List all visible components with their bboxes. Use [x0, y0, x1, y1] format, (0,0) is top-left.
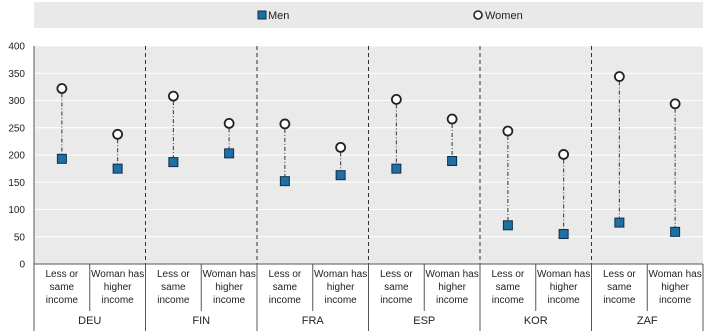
women-point	[56, 83, 68, 94]
women-point	[558, 149, 570, 160]
x-category-label: Less or same income	[157, 269, 190, 306]
y-tick-label: 300	[8, 96, 25, 107]
x-category-label: Woman has higher income	[91, 269, 144, 306]
men-point	[614, 217, 625, 228]
men-point	[168, 157, 179, 168]
men-point	[447, 155, 458, 166]
women-point	[167, 90, 179, 102]
country-label: FRA	[302, 315, 325, 327]
y-tick-label: 350	[8, 69, 25, 80]
data-marks	[56, 71, 681, 240]
y-tick-label: 100	[8, 205, 25, 216]
country-label: FIN	[192, 315, 210, 327]
men-point	[224, 148, 235, 159]
women-point	[502, 125, 514, 137]
y-tick-label: 250	[8, 123, 25, 134]
x-category-label: Less or same income	[45, 269, 78, 306]
women-point	[335, 141, 347, 153]
legend-band	[34, 2, 703, 28]
women-point	[279, 118, 291, 130]
y-tick-label: 200	[8, 151, 25, 162]
men-point	[335, 170, 346, 181]
men-point	[112, 163, 123, 174]
y-tick-label: 0	[19, 260, 25, 271]
x-category-label: Less or same income	[380, 269, 413, 306]
country-label: DEU	[78, 315, 101, 327]
y-tick-label: 50	[14, 232, 26, 243]
men-point	[391, 163, 402, 174]
men-point	[558, 229, 569, 240]
x-category-label: Woman has higher income	[314, 269, 367, 306]
women-point	[112, 128, 124, 140]
x-category-label: Less or same income	[603, 269, 636, 306]
x-category-label: Woman has higher income	[426, 269, 479, 306]
y-tick-label: 400	[8, 42, 25, 53]
women-point	[613, 71, 625, 82]
men-point	[279, 176, 290, 187]
x-category-label: Less or same income	[491, 269, 524, 306]
y-axis: 0 50 100 150 200 250 300 350 400	[8, 42, 35, 271]
legend-women-label: Women	[485, 10, 523, 22]
x-category-label: Woman has higher income	[649, 269, 702, 306]
women-point	[390, 94, 402, 105]
men-point	[502, 220, 513, 231]
women-point	[669, 98, 681, 110]
legend-women-marker	[473, 10, 483, 20]
x-category-label: Woman has higher income	[537, 269, 590, 306]
country-label: KOR	[524, 315, 548, 327]
country-label: ZAF	[637, 315, 658, 327]
group-separators	[145, 46, 592, 264]
x-category-label: Woman has higher income	[203, 269, 256, 306]
legend: Men Women	[257, 10, 523, 22]
men-point	[670, 226, 681, 237]
women-point	[446, 113, 458, 125]
country-label: ESP	[413, 315, 435, 327]
men-point	[56, 153, 67, 164]
x-axis: Less or same income Woman has higher income DE…	[33, 263, 704, 331]
legend-men-marker	[257, 10, 267, 20]
women-point	[223, 117, 235, 129]
y-tick-label: 150	[8, 178, 25, 189]
legend-men-label: Men	[268, 10, 289, 22]
x-category-label: Less or same income	[268, 269, 301, 306]
